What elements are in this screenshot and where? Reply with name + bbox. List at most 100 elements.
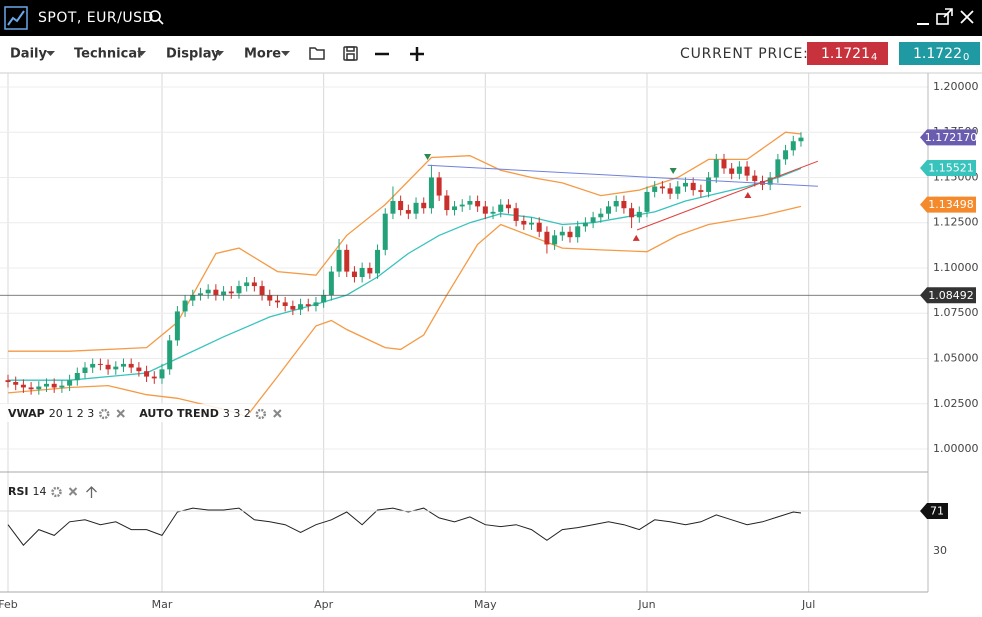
menu-daily[interactable]: Daily	[10, 47, 47, 62]
price-tag	[920, 287, 976, 304]
candle-body	[20, 384, 26, 388]
settings-button[interactable]	[255, 408, 267, 420]
candle-body	[351, 271, 357, 278]
candle-body	[190, 295, 196, 301]
candle-body	[5, 380, 11, 383]
candle-body	[521, 220, 527, 225]
study-params: 14	[33, 485, 47, 498]
candle-body	[529, 222, 535, 225]
y-tick-label: 1.07500	[933, 306, 979, 319]
menu-more[interactable]: More	[244, 47, 281, 62]
x-tick-label: Apr	[314, 598, 334, 611]
price-tag-label: 1.172170	[925, 131, 978, 144]
candle-body	[629, 208, 635, 218]
study-name: VWAP	[8, 407, 45, 420]
candle-body	[51, 383, 57, 388]
ask-button[interactable]	[899, 42, 980, 65]
trend-marker	[669, 167, 677, 174]
candle-body	[67, 380, 73, 386]
ask-price: 1.1722	[913, 46, 962, 62]
candle-body	[536, 222, 542, 232]
candle-body	[344, 249, 350, 272]
candle-body	[428, 177, 434, 209]
indicator-line	[8, 167, 802, 381]
study-legend-bg	[0, 404, 250, 422]
candle-body	[328, 271, 334, 296]
open-button[interactable]	[309, 47, 325, 60]
candle-body	[36, 386, 42, 390]
candle-body	[736, 166, 742, 174]
candle-body	[675, 186, 681, 194]
candle-body	[74, 372, 80, 381]
settings-button[interactable]	[51, 486, 62, 498]
candle-body	[336, 249, 342, 272]
candle-body	[513, 208, 519, 221]
candle-body	[667, 188, 673, 194]
ask-pip: 0	[963, 52, 969, 63]
settings-button[interactable]	[98, 408, 110, 420]
price-tag	[920, 196, 976, 213]
price-tag	[920, 160, 976, 177]
app-icon	[4, 6, 28, 30]
caret	[137, 51, 146, 56]
trend-marker	[632, 234, 640, 241]
candle-body	[290, 305, 296, 310]
candle-body	[544, 231, 550, 245]
save-button[interactable]	[343, 46, 358, 61]
remove-button[interactable]	[68, 487, 78, 496]
candle-body	[567, 231, 573, 238]
candle-body	[182, 300, 188, 312]
candle-body	[205, 289, 211, 294]
candle-body	[698, 190, 704, 192]
x-tick-label: Mar	[152, 598, 173, 611]
candle-body	[575, 226, 581, 238]
bid-button[interactable]	[807, 42, 888, 65]
search-button[interactable]	[149, 10, 164, 25]
candle-body	[659, 186, 665, 189]
candle-body	[475, 200, 481, 207]
candle-body	[321, 295, 327, 303]
candle-body	[228, 291, 234, 294]
remove-button[interactable]	[273, 409, 282, 418]
candle-body	[28, 387, 34, 390]
candle-body	[236, 286, 242, 294]
candle-body	[251, 282, 257, 287]
candle-body	[490, 211, 496, 214]
candle-body	[505, 204, 511, 209]
indicator-line	[8, 131, 802, 352]
candle-body	[590, 217, 596, 223]
candle-body	[559, 231, 565, 236]
candle-body	[606, 206, 612, 214]
candle-body	[452, 206, 458, 211]
candle-body	[13, 382, 19, 385]
zoom-in-button[interactable]	[410, 47, 424, 61]
candle-body	[413, 202, 419, 214]
candle-body	[752, 175, 758, 182]
candle-body	[113, 366, 119, 370]
popout-button[interactable]	[936, 8, 953, 25]
menu-display[interactable]: Display	[166, 47, 220, 62]
y-tick-label: 1.02500	[933, 397, 979, 410]
candle-body	[436, 177, 442, 196]
window-title: SPOT, EUR/USD	[38, 10, 154, 26]
price-tag-label: 1.15521	[928, 162, 974, 175]
candle-body	[582, 222, 588, 227]
candle-body	[706, 177, 712, 192]
candle-body	[498, 204, 504, 212]
candle-body	[313, 302, 319, 306]
remove-button[interactable]	[116, 409, 125, 418]
y-tick-label: 30	[933, 544, 947, 557]
x-tick-label: Jul	[801, 598, 815, 611]
candle-body	[90, 363, 96, 368]
caret	[46, 51, 55, 56]
price-tag-label: 1.13498	[928, 198, 974, 211]
candle-body	[552, 235, 558, 245]
y-tick-label: 1.00000	[933, 442, 979, 455]
y-tick-label: 1.20000	[933, 80, 979, 93]
candle-body	[82, 367, 88, 373]
x-tick-label: May	[474, 598, 497, 611]
move-up-button[interactable]	[86, 486, 97, 498]
menu-technical[interactable]: Technical	[74, 47, 142, 62]
close-button[interactable]	[960, 10, 974, 24]
candle-body	[398, 200, 404, 211]
